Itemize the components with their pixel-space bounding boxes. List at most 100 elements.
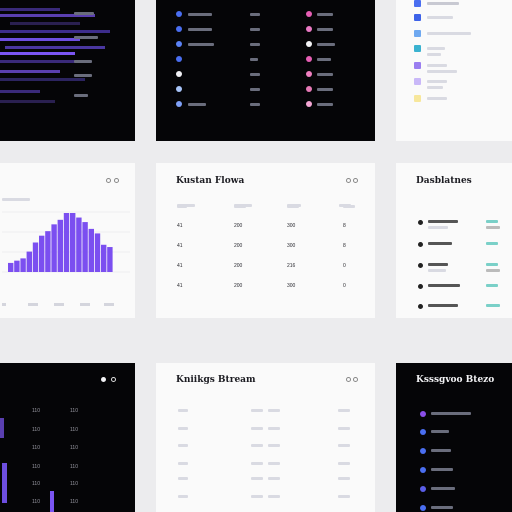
- chart-bar: [8, 262, 14, 272]
- avatar-icon: [418, 284, 423, 289]
- table-cell: 41: [177, 223, 183, 229]
- table-cell: 300: [287, 243, 296, 249]
- status-dot: [176, 26, 182, 32]
- status-dot: [176, 56, 182, 62]
- cell-placeholder: [338, 495, 350, 498]
- table-cell: 110: [70, 481, 78, 487]
- cell-placeholder: [268, 477, 280, 480]
- chart-bar: [70, 213, 76, 272]
- more-icon[interactable]: [353, 178, 358, 183]
- status-dot: [306, 71, 312, 77]
- more-icon[interactable]: [114, 178, 119, 183]
- chart-bar: [32, 242, 39, 272]
- table-cell: 110: [70, 445, 78, 451]
- table-cell: 110: [32, 464, 40, 470]
- avatar-icon: [418, 242, 423, 247]
- glitch-visual: [0, 0, 135, 141]
- cell-placeholder: [268, 495, 280, 498]
- cell-placeholder: [251, 409, 263, 412]
- cell-placeholder: [268, 462, 280, 465]
- status-dot: [176, 41, 182, 47]
- more-icon[interactable]: [353, 377, 358, 382]
- status-dot: [420, 486, 426, 492]
- table-cell: 41: [177, 283, 183, 289]
- table-cell: 300: [287, 283, 296, 289]
- chart-bar: [107, 247, 113, 272]
- color-swatch: [414, 0, 421, 7]
- chart-bar: [57, 219, 63, 272]
- status-dot: [306, 86, 312, 92]
- status-dot: [101, 377, 106, 382]
- table-cell: 110: [70, 408, 78, 414]
- table-cell: 8: [343, 223, 346, 229]
- refresh-icon[interactable]: [346, 377, 351, 382]
- cell-placeholder: [338, 427, 350, 430]
- table-cell: 0: [343, 283, 346, 289]
- table-cell: 110: [70, 427, 78, 433]
- chart-bar: [39, 235, 45, 272]
- table-cell: 200: [234, 243, 243, 249]
- more-icon[interactable]: [111, 377, 116, 382]
- chart-bar: [14, 260, 20, 272]
- table-cell: 110: [32, 445, 40, 451]
- chart-bar: [63, 213, 70, 272]
- table-cell: 41: [177, 263, 183, 269]
- cell-placeholder: [338, 462, 350, 465]
- cell-placeholder: [268, 444, 280, 447]
- table-cell: 200: [234, 263, 243, 269]
- cell-placeholder: [343, 205, 355, 208]
- table-cell: 0: [343, 263, 346, 269]
- table-cell: 110: [32, 427, 40, 433]
- color-list-card: [396, 0, 512, 141]
- status-dot: [420, 467, 426, 473]
- cell-placeholder: [178, 427, 188, 430]
- status-dot: [306, 101, 312, 107]
- dark-dots-card: [156, 0, 375, 141]
- chart-bar: [88, 228, 94, 272]
- table-cell: 41: [177, 243, 183, 249]
- cell-placeholder: [178, 444, 188, 447]
- cell-placeholder: [178, 495, 188, 498]
- x-tick-placeholder: [104, 303, 114, 306]
- status-dot: [420, 448, 426, 454]
- table-title: Kniikgs Btream: [176, 375, 256, 385]
- cell-placeholder: [338, 444, 350, 447]
- status-dot: [306, 56, 312, 62]
- table-cell: 110: [32, 408, 40, 414]
- table-cell: 110: [70, 464, 78, 470]
- x-tick-placeholder: [54, 303, 64, 306]
- cell-placeholder: [251, 427, 263, 430]
- cell-placeholder: [178, 477, 188, 480]
- status-dot: [420, 411, 426, 417]
- refresh-icon[interactable]: [346, 178, 351, 183]
- status-dot: [420, 429, 426, 435]
- cell-placeholder: [268, 409, 280, 412]
- avatar-icon: [418, 304, 423, 309]
- status-dot: [420, 505, 426, 511]
- chart-bar: [94, 233, 101, 272]
- cell-placeholder: [251, 462, 263, 465]
- status-dot: [306, 41, 312, 47]
- bar-chart-card: [0, 163, 135, 318]
- table-cell: 110: [32, 481, 40, 487]
- chart-bar: [20, 258, 26, 272]
- dark-table-card: 110 110 110 110 110 110 110 110 110 110 110 110: [0, 363, 135, 512]
- refresh-icon[interactable]: [106, 178, 111, 183]
- avatar-icon: [418, 263, 423, 268]
- glitch-card: [0, 0, 135, 141]
- chart-bar: [45, 231, 51, 272]
- table-cell: 216: [287, 263, 296, 269]
- cell-placeholder: [251, 477, 263, 480]
- table-cell: 110: [32, 499, 40, 505]
- color-swatch: [414, 95, 421, 102]
- table-card-kniikgs: Kniikgs Btream: [156, 363, 375, 512]
- table-cell: 200: [234, 283, 243, 289]
- color-swatch: [414, 30, 421, 37]
- cell-placeholder: [338, 477, 350, 480]
- table-cell: 300: [287, 223, 296, 229]
- list-title: Ksssgvoo Btezo: [416, 375, 495, 385]
- chart-bar: [82, 222, 88, 272]
- color-swatch: [414, 62, 421, 69]
- chart-bar: [101, 244, 107, 272]
- cell-placeholder: [234, 205, 246, 208]
